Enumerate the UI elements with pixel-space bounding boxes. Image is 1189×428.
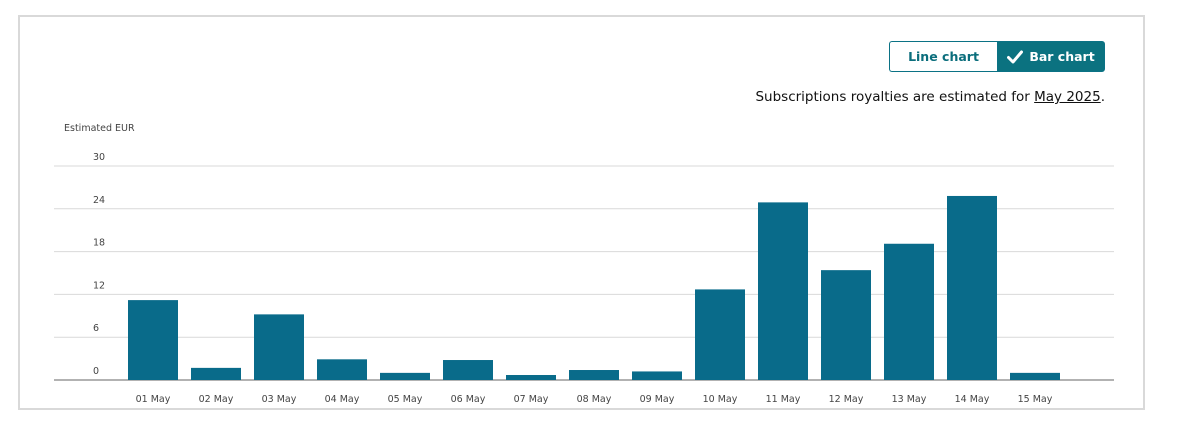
line-chart-button-label: Line chart	[908, 49, 979, 64]
bar-chart-button[interactable]: Bar chart	[997, 41, 1105, 72]
y-axis-label: Estimated EUR	[64, 123, 135, 134]
x-tick-label: 13 May	[892, 394, 927, 405]
bar[interactable]	[191, 367, 241, 380]
estimate-note-text: Subscriptions royalties are estimated fo…	[755, 89, 1035, 105]
x-tick-label: 05 May	[388, 394, 423, 405]
x-tick-label: 08 May	[577, 394, 612, 405]
check-icon	[1007, 50, 1024, 63]
bar[interactable]	[1010, 372, 1060, 380]
x-tick-label: 01 May	[136, 394, 171, 405]
x-tick-label: 04 May	[325, 394, 360, 405]
x-tick-label: 09 May	[640, 394, 675, 405]
bar[interactable]	[758, 202, 808, 380]
label-layer: 01 May 02 May 03 May 04 May 05 May 06 May 07 M…	[136, 394, 1053, 405]
bar[interactable]	[317, 359, 367, 380]
bar[interactable]	[569, 370, 619, 380]
bar[interactable]	[506, 375, 556, 380]
bar[interactable]	[254, 314, 304, 380]
bar-layer	[128, 195, 1060, 380]
bar[interactable]	[380, 372, 430, 380]
y-tick-label: 30	[93, 152, 105, 163]
x-tick-label: 07 May	[514, 394, 549, 405]
x-tick-label: 03 May	[262, 394, 297, 405]
x-tick-label: 15 May	[1018, 394, 1053, 405]
x-tick-label: 11 May	[766, 394, 801, 405]
bar[interactable]	[128, 300, 178, 380]
bar[interactable]	[884, 243, 934, 380]
bar[interactable]	[632, 371, 682, 380]
x-tick-label: 12 May	[829, 394, 864, 405]
y-tick-label: 24	[93, 195, 105, 206]
y-tick-label: 6	[93, 323, 99, 334]
x-tick-label: 06 May	[451, 394, 486, 405]
bar[interactable]	[947, 195, 997, 380]
bar[interactable]	[821, 270, 871, 380]
x-tick-label: 02 May	[199, 394, 234, 405]
estimate-note: Subscriptions royalties are estimated fo…	[700, 89, 1105, 105]
y-tick-label: 12	[93, 280, 105, 291]
bar[interactable]	[695, 289, 745, 380]
bar[interactable]	[443, 360, 493, 380]
month-link[interactable]: May 2025	[1034, 89, 1101, 105]
bar-chart-button-label: Bar chart	[1029, 49, 1095, 64]
line-chart-button[interactable]: Line chart	[889, 41, 997, 72]
x-tick-label: 14 May	[955, 394, 990, 405]
chart-type-toggle: Line chart Bar chart	[889, 41, 1105, 72]
estimate-note-suffix: .	[1100, 89, 1105, 105]
y-tick-label: 18	[93, 238, 105, 249]
y-tick-label: 0	[93, 366, 99, 377]
x-tick-label: 10 May	[703, 394, 738, 405]
